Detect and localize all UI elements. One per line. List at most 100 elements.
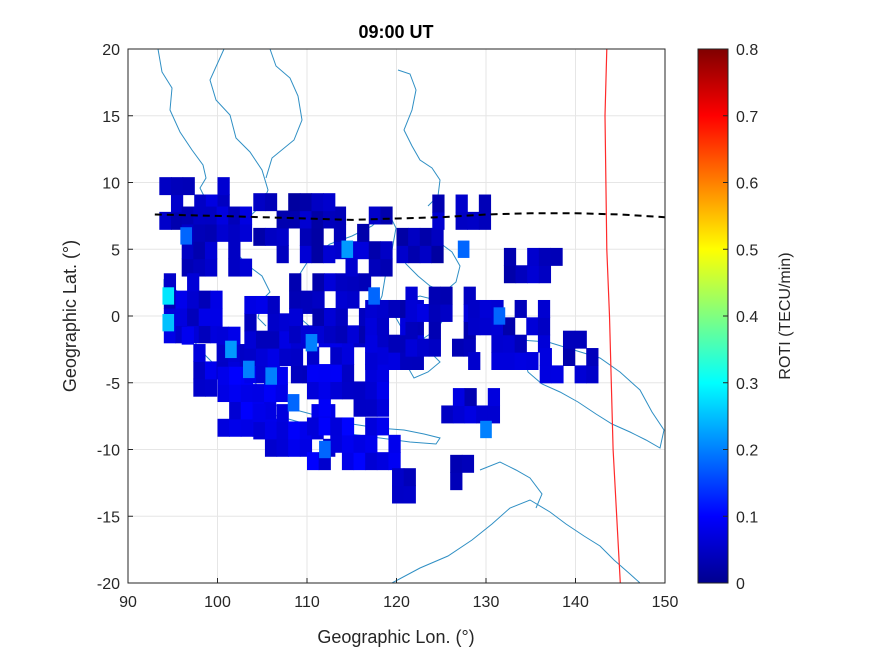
x-tick-label: 130	[473, 594, 500, 611]
roti-hotspot	[265, 367, 278, 385]
colorbar-tick-label: 0.4	[736, 309, 758, 326]
roti-cell	[217, 177, 230, 196]
roti-cell	[267, 313, 280, 332]
roti-cell	[288, 193, 301, 212]
roti-cell	[388, 299, 401, 318]
roti-cell	[193, 241, 206, 260]
y-tick-label: 0	[111, 309, 120, 326]
colorbar-ticks: 0 0.1 0.2 0.3 0.4 0.5 0.6 0.7 0.8	[723, 42, 758, 593]
roti-cell	[229, 418, 242, 437]
roti-cell	[455, 211, 468, 230]
roti-cell	[574, 365, 587, 384]
y-tick-label: -15	[97, 509, 120, 526]
roti-cell	[428, 303, 441, 322]
roti-hotspot	[480, 420, 492, 439]
roti-cell	[365, 398, 378, 417]
roti-cell	[388, 334, 401, 353]
roti-cell	[187, 307, 200, 326]
roti-cell	[288, 438, 301, 457]
roti-cell	[267, 348, 280, 366]
colorbar-tick-label: 0.2	[736, 443, 758, 460]
roti-cell	[376, 452, 390, 471]
roti-cell	[392, 485, 405, 504]
roti-cell	[376, 364, 390, 383]
roti-cell	[279, 330, 292, 349]
roti-cell	[431, 245, 444, 264]
roti-cell	[514, 334, 527, 353]
roti-cell	[289, 273, 302, 292]
roti-cell	[311, 227, 324, 246]
roti-cell	[515, 265, 528, 284]
roti-cell	[468, 352, 481, 370]
roti-cell	[478, 211, 492, 230]
roti-cell	[341, 346, 355, 365]
roti-cell	[228, 258, 241, 277]
roti-cell	[324, 273, 337, 292]
roti-cell	[290, 348, 304, 366]
roti-cell	[170, 211, 184, 230]
y-axis-label: Geographic Lat. (°)	[60, 240, 80, 392]
roti-cell	[187, 273, 200, 292]
roti-cell	[461, 454, 475, 473]
roti-cell	[175, 290, 188, 309]
roti-cell	[417, 303, 430, 322]
roti-cell	[562, 348, 576, 366]
roti-cell	[388, 452, 401, 471]
colorbar-tick-label: 0.1	[736, 509, 758, 526]
roti-cell	[380, 241, 393, 260]
roti-cell	[455, 194, 468, 213]
roti-cell	[586, 365, 599, 384]
roti-cell	[289, 307, 302, 326]
roti-hotspot	[341, 240, 354, 258]
roti-cell	[264, 384, 277, 403]
roti-cell	[204, 206, 218, 225]
roti-cell	[431, 227, 444, 246]
roti-hotspot	[457, 240, 470, 258]
roti-cell	[551, 365, 564, 384]
roti-cell	[341, 364, 355, 383]
roti-cell	[239, 206, 253, 225]
y-tick-label: -20	[97, 576, 120, 593]
y-tick-label: -10	[97, 443, 120, 460]
roti-cell	[550, 247, 563, 266]
roti-cell	[244, 330, 257, 349]
roti-hotspot	[287, 394, 300, 412]
roti-cell	[388, 352, 401, 370]
roti-cell	[357, 223, 370, 242]
y-tick-label: 20	[102, 42, 120, 59]
x-tick-label: 110	[294, 594, 320, 611]
roti-cell	[181, 258, 194, 277]
roti-cell	[333, 206, 347, 225]
roti-hotspot	[180, 227, 192, 245]
roti-cell	[264, 438, 278, 457]
roti-cell	[210, 307, 223, 326]
roti-cell	[330, 381, 343, 400]
roti-cell	[264, 401, 277, 420]
roti-cell	[417, 338, 430, 357]
x-tick-label: 120	[383, 594, 410, 611]
roti-cell	[159, 177, 172, 196]
roti-cell	[405, 303, 418, 322]
roti-cell	[323, 245, 336, 264]
roti-cell	[353, 381, 366, 400]
roti-cell	[335, 290, 348, 309]
roti-cell	[376, 417, 390, 436]
y-tick-label: 10	[102, 176, 120, 193]
x-axis-label: Geographic Lon. (°)	[317, 627, 474, 647]
roti-cell	[204, 258, 218, 277]
roti-cell	[450, 472, 463, 491]
roti-cell	[204, 361, 218, 380]
roti-cell	[365, 452, 378, 471]
roti-cell	[318, 398, 331, 417]
roti-cell	[175, 307, 188, 326]
roti-cell	[330, 364, 343, 383]
roti-cell	[347, 325, 360, 344]
roti-cell	[538, 265, 552, 284]
roti-cell	[405, 338, 418, 357]
roti-cell	[353, 398, 366, 417]
roti-cell	[255, 365, 269, 384]
roti-cell	[405, 321, 418, 340]
roti-cell	[276, 421, 289, 440]
roti-cell	[299, 245, 313, 264]
roti-cell	[275, 384, 288, 403]
